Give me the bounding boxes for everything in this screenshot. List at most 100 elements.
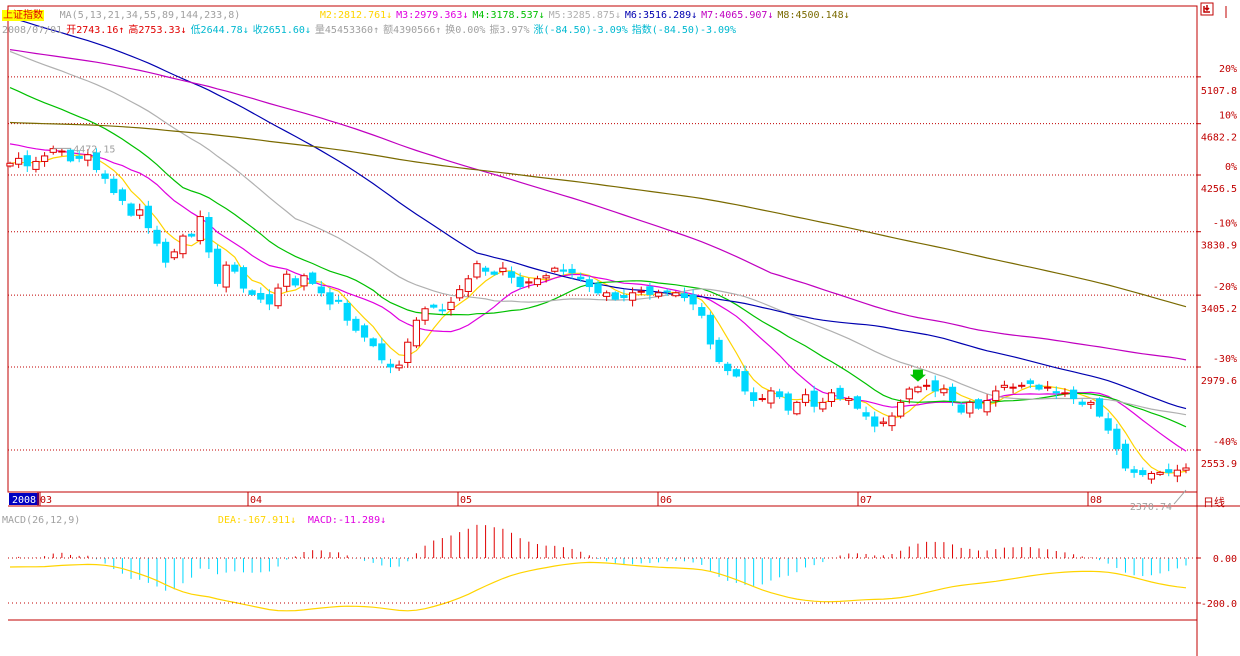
price-tick-label: 5107.8 bbox=[1201, 86, 1237, 97]
ma-line-13 bbox=[9, 143, 1187, 452]
candle bbox=[905, 386, 913, 404]
candle bbox=[352, 316, 360, 333]
candle-body bbox=[620, 295, 628, 299]
candle bbox=[758, 393, 766, 402]
candle-body bbox=[421, 308, 429, 321]
candle bbox=[845, 396, 853, 405]
time-axis: 2008 03 04 05 06 07 08 bbox=[9, 492, 1102, 506]
candle bbox=[1139, 467, 1147, 477]
candle-body bbox=[577, 276, 585, 280]
candle-body bbox=[343, 302, 351, 321]
candle bbox=[827, 389, 836, 407]
x-tick-label: 06 bbox=[660, 495, 672, 506]
candle bbox=[1156, 470, 1164, 476]
candle bbox=[92, 148, 101, 173]
info-item: 涨(-84.50)-3.09% bbox=[533, 25, 628, 36]
candle-body bbox=[136, 209, 144, 216]
candle bbox=[715, 337, 723, 364]
ma-value-8: M8:4500.148↓ bbox=[777, 10, 850, 21]
exit-fullscreen-icon[interactable] bbox=[1200, 2, 1214, 16]
candle-body bbox=[966, 401, 974, 414]
candle bbox=[1078, 399, 1086, 407]
candle bbox=[784, 391, 792, 415]
candle-body bbox=[948, 386, 957, 401]
candle bbox=[1009, 383, 1017, 394]
candle-body bbox=[1000, 384, 1009, 388]
candle bbox=[594, 280, 602, 296]
x-tick-label: 03 bbox=[40, 495, 52, 506]
candle-body bbox=[386, 363, 395, 368]
candle bbox=[888, 412, 896, 432]
candle-body bbox=[75, 155, 83, 159]
candle bbox=[992, 385, 1000, 407]
candle-body bbox=[118, 189, 127, 201]
candle-body bbox=[283, 273, 291, 287]
candle-body bbox=[187, 233, 196, 237]
candle bbox=[801, 388, 810, 407]
candle bbox=[680, 287, 689, 302]
macd-tick-label: 0.00 bbox=[1213, 554, 1237, 565]
candle bbox=[542, 273, 550, 283]
price-gridlines bbox=[8, 76, 1197, 451]
candle bbox=[525, 278, 533, 289]
candle-body bbox=[300, 275, 308, 287]
candle bbox=[948, 383, 957, 406]
candle-body bbox=[456, 289, 464, 299]
candle bbox=[430, 303, 438, 309]
ma-value-4: M4:3178.537↓ bbox=[472, 10, 545, 21]
candle-body bbox=[222, 264, 230, 288]
candle bbox=[507, 266, 516, 284]
candle-body bbox=[793, 401, 801, 415]
candle bbox=[966, 400, 974, 418]
candle bbox=[611, 291, 619, 301]
candle bbox=[136, 203, 144, 220]
candle bbox=[836, 385, 844, 401]
pct-tick-label: 0% bbox=[1225, 162, 1237, 173]
candle bbox=[741, 365, 749, 395]
candle-body bbox=[170, 251, 178, 259]
price-tick-label: 4682.2 bbox=[1201, 133, 1237, 144]
candle bbox=[620, 289, 628, 302]
candle bbox=[404, 338, 412, 368]
high-annotation: 4472.15 bbox=[73, 144, 115, 155]
candle bbox=[15, 152, 23, 169]
candle bbox=[810, 385, 818, 413]
candle bbox=[698, 302, 706, 319]
candle bbox=[499, 262, 507, 276]
candle-body bbox=[1139, 470, 1147, 476]
ma-values: M2:2812.761↓ M3:2979.363↓ M4:3178.537↓ M5:3… bbox=[320, 3, 854, 22]
candle bbox=[369, 337, 377, 348]
candle-body bbox=[326, 292, 334, 305]
info-item: 指数(-84.50)-3.09% bbox=[631, 25, 737, 36]
candle-body bbox=[179, 235, 187, 255]
price-tick-label: 4256.5 bbox=[1201, 184, 1237, 195]
macd-tick-label: -200.0 bbox=[1201, 599, 1237, 610]
candle bbox=[326, 287, 334, 311]
candle bbox=[412, 317, 421, 349]
dea-line bbox=[9, 561, 1187, 612]
x-tick-label: 2008 bbox=[12, 495, 36, 506]
index-name[interactable]: 上证指数 bbox=[2, 10, 44, 21]
candle bbox=[101, 170, 109, 184]
candle-body bbox=[430, 304, 438, 308]
candle-body bbox=[905, 388, 913, 400]
candle-body bbox=[1130, 469, 1138, 473]
info-item: 换0.00% bbox=[445, 25, 486, 36]
candle bbox=[533, 275, 542, 287]
candle bbox=[334, 295, 343, 304]
candle bbox=[793, 400, 801, 416]
period-label[interactable]: 日线 bbox=[1203, 496, 1225, 509]
price-annotations: 4472.15 2370.74 bbox=[53, 144, 1187, 513]
candle-body bbox=[594, 283, 602, 294]
candle-body bbox=[542, 275, 550, 279]
candle bbox=[1165, 463, 1173, 477]
candle-body bbox=[1026, 380, 1034, 384]
candle bbox=[551, 266, 559, 273]
candle bbox=[447, 296, 455, 316]
candle-body bbox=[1165, 469, 1173, 473]
candle bbox=[706, 311, 715, 350]
candle bbox=[1173, 464, 1181, 483]
candle-body bbox=[66, 149, 75, 162]
candle-body bbox=[1121, 443, 1130, 469]
info-item: 高2753.33↓ bbox=[128, 25, 187, 36]
